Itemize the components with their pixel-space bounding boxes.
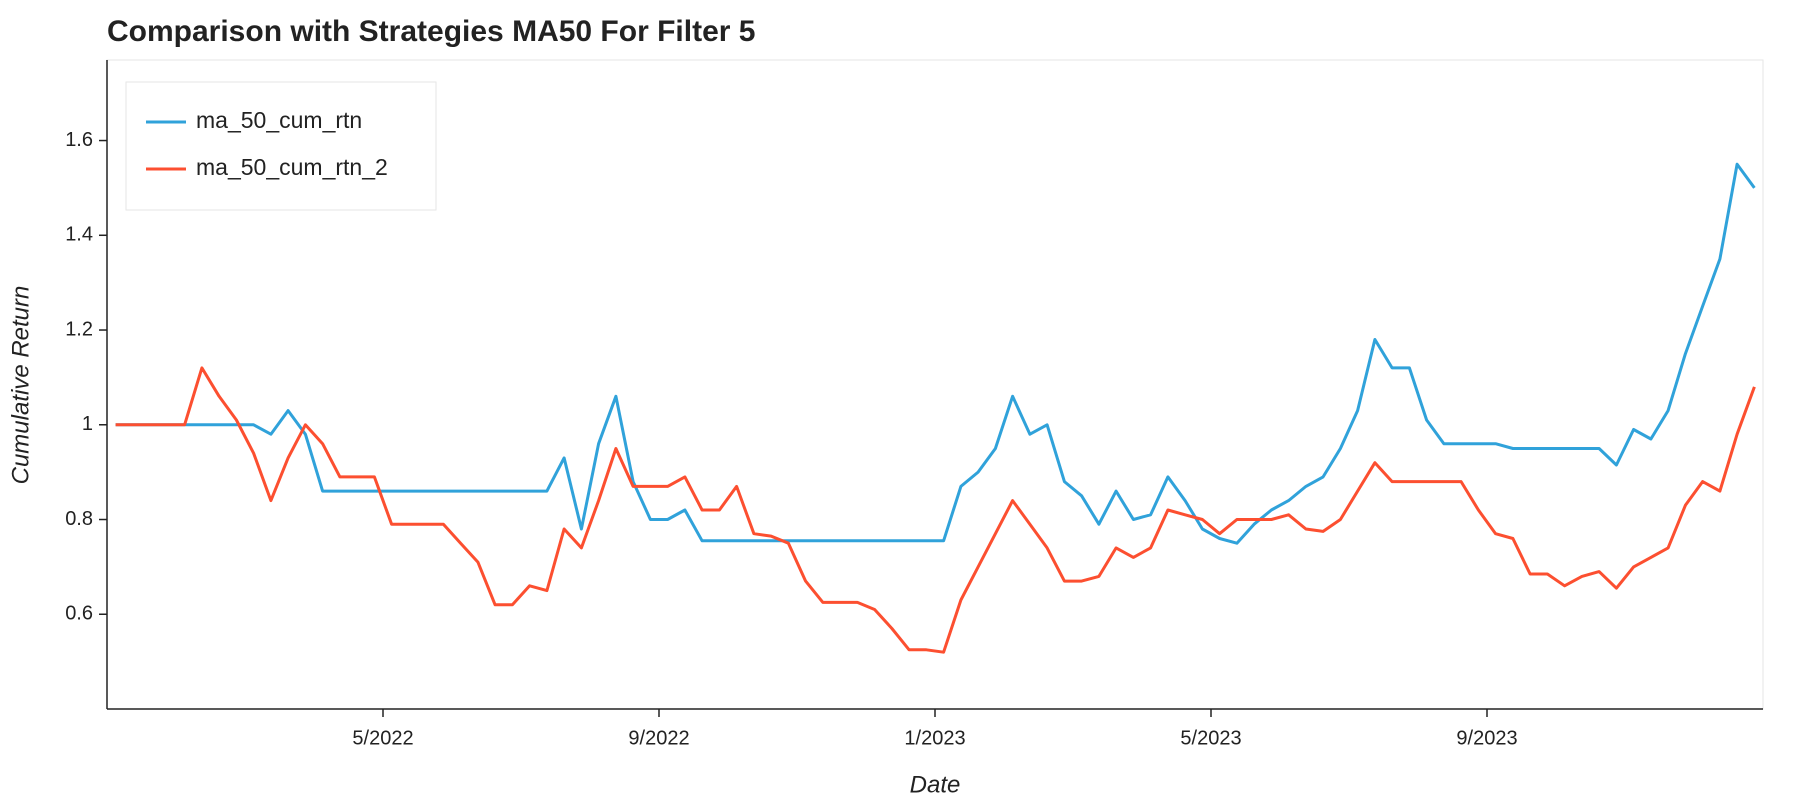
series-line [115,162,1756,545]
y-tick-label: 1.2 [65,318,93,340]
x-tick-label: 9/2023 [1456,727,1517,749]
chart-title: Comparison with Strategies MA50 For Filt… [107,15,755,48]
x-axis-label: Date [910,771,961,798]
x-tick-label: 1/2023 [904,727,965,749]
x-tick-label: 5/2022 [352,727,413,749]
y-tick-label: 0.6 [65,603,93,625]
y-axis-label: Cumulative Return [7,286,34,485]
y-tick-label: 1 [82,413,93,435]
y-tick-label: 0.8 [65,508,93,530]
x-tick-label: 9/2022 [628,727,689,749]
series-line [115,366,1756,654]
y-tick-label: 1.4 [65,224,93,246]
legend-label: ma_50_cum_rtn [196,107,362,133]
x-tick-label: 5/2023 [1180,727,1241,749]
y-tick-label: 1.6 [65,129,93,151]
legend-box [125,81,437,211]
legend-label: ma_50_cum_rtn_2 [196,154,388,180]
